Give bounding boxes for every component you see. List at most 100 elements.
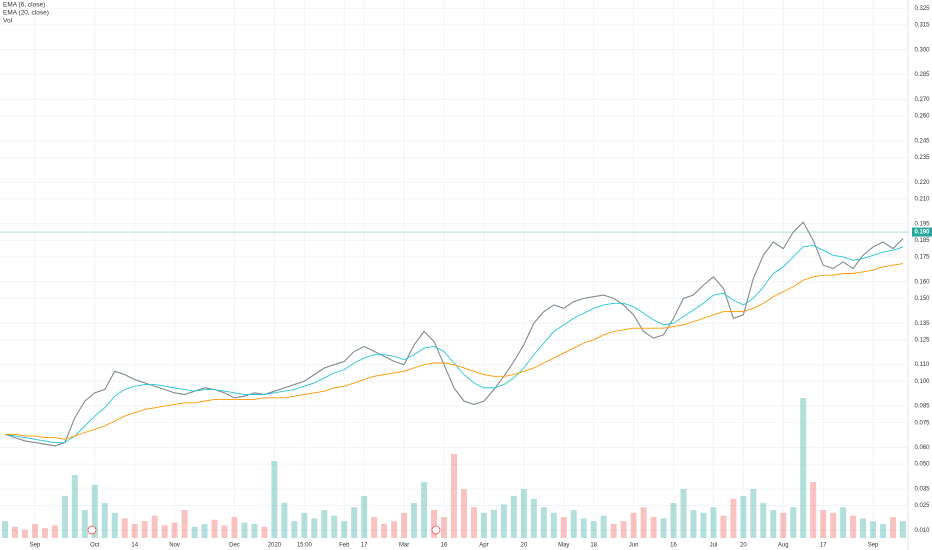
volume-bar bbox=[221, 525, 228, 538]
volume-bar bbox=[900, 521, 907, 538]
volume-bar bbox=[1, 521, 8, 538]
y-tick-label: 0.025 bbox=[914, 503, 930, 509]
x-tick-label: Sep bbox=[868, 543, 879, 549]
x-tick-label: Oct bbox=[90, 543, 100, 549]
y-tick-label: 0.270 bbox=[914, 97, 930, 103]
volume-bar bbox=[251, 524, 258, 538]
y-tick-label: 0.050 bbox=[914, 462, 930, 468]
volume-bar bbox=[870, 521, 877, 538]
volume-bar bbox=[431, 510, 438, 538]
volume-bar bbox=[451, 454, 457, 538]
y-tick-label: 0.325 bbox=[914, 6, 930, 12]
volume-bar bbox=[830, 512, 837, 538]
last-price-badge bbox=[912, 227, 932, 237]
volume-bar bbox=[261, 526, 268, 538]
volume-bar bbox=[650, 517, 657, 538]
volume-bar bbox=[460, 489, 467, 538]
volume-bar bbox=[231, 517, 238, 538]
volume-bar bbox=[850, 515, 857, 538]
volume-bar bbox=[700, 512, 707, 538]
volume-bar bbox=[241, 522, 248, 538]
event-marker[interactable] bbox=[431, 525, 441, 535]
volume-bar bbox=[351, 507, 358, 538]
volume-bar bbox=[441, 517, 448, 538]
x-tick-label: Apr bbox=[479, 543, 488, 549]
x-tick-label: Mar bbox=[399, 543, 409, 549]
volume-bar bbox=[61, 496, 68, 538]
volume-bar bbox=[141, 521, 148, 538]
y-tick-label: 0.150 bbox=[914, 296, 930, 302]
volume-bar bbox=[790, 507, 797, 538]
volume-bar bbox=[490, 510, 497, 538]
volume-bar bbox=[890, 517, 897, 538]
y-tick-label: 0.075 bbox=[914, 420, 930, 426]
x-tick-label: Nov bbox=[169, 543, 180, 549]
x-tick-label: 16 bbox=[441, 543, 448, 549]
x-tick-label: Jul bbox=[710, 543, 718, 549]
volume-bar bbox=[151, 515, 158, 538]
volume-bar bbox=[331, 515, 338, 538]
y-tick-label: 0.235 bbox=[914, 155, 930, 161]
volume-bar bbox=[660, 518, 667, 538]
volume-bar bbox=[31, 524, 38, 538]
volume-bar bbox=[81, 510, 88, 538]
volume-bar bbox=[880, 524, 887, 538]
volume-bar bbox=[271, 461, 278, 538]
y-tick-label: 0.285 bbox=[914, 72, 930, 78]
volume-bar bbox=[750, 489, 757, 538]
volume-bar bbox=[321, 510, 328, 538]
volume-bar bbox=[600, 515, 607, 538]
volume-bar bbox=[840, 507, 847, 538]
y-tick-label: 0.100 bbox=[914, 379, 930, 385]
volume-bar bbox=[391, 521, 398, 538]
volume-bar bbox=[510, 496, 517, 538]
volume-bar bbox=[101, 503, 108, 538]
x-tick-label: 20 bbox=[740, 543, 747, 549]
volume-bar bbox=[131, 524, 138, 538]
volume-bar bbox=[371, 517, 378, 538]
volume-bar bbox=[191, 526, 198, 538]
legend-entry: Vol bbox=[3, 18, 13, 25]
volume-bar bbox=[570, 510, 577, 538]
volume-bar bbox=[810, 482, 817, 538]
x-tick-label: 18 bbox=[590, 543, 597, 549]
volume-bar bbox=[421, 482, 428, 538]
volume-bar bbox=[71, 475, 78, 538]
volume-bar bbox=[41, 528, 48, 538]
y-tick-label: 0.300 bbox=[914, 47, 930, 53]
x-tick-label: 16 bbox=[670, 543, 677, 549]
volume-bar bbox=[21, 529, 28, 538]
volume-bar bbox=[550, 512, 557, 538]
volume-bar bbox=[540, 507, 547, 538]
y-tick-label: 0.220 bbox=[914, 180, 930, 186]
volume-bar bbox=[610, 524, 617, 538]
volume-bar bbox=[770, 510, 777, 538]
volume-bar bbox=[281, 503, 288, 538]
volume-bar bbox=[171, 522, 178, 538]
volume-bar bbox=[301, 512, 308, 538]
x-tick-label: Dec bbox=[229, 543, 240, 549]
volume-bar bbox=[11, 526, 18, 538]
volume-bar bbox=[740, 496, 747, 538]
volume-bar bbox=[121, 518, 128, 538]
volume-bar bbox=[720, 515, 727, 538]
y-tick-label: 0.135 bbox=[914, 321, 930, 327]
y-tick-label: 0.060 bbox=[914, 445, 930, 451]
x-tick-label: Jun bbox=[629, 543, 639, 549]
volume-bar bbox=[640, 507, 647, 538]
volume-bar bbox=[311, 518, 318, 538]
y-tick-label: 0.175 bbox=[914, 255, 930, 261]
event-marker[interactable] bbox=[87, 525, 97, 535]
y-tick-label: 0.125 bbox=[914, 337, 930, 343]
price-pane bbox=[4, 221, 904, 447]
x-tick-label: May bbox=[558, 543, 569, 549]
volume-bar bbox=[381, 524, 388, 538]
y-tick-label: 0.315 bbox=[914, 22, 930, 28]
volume-bar bbox=[780, 512, 787, 538]
volume-pane bbox=[1, 398, 907, 538]
volume-bar bbox=[341, 521, 348, 538]
x-tick-label: 2020 bbox=[268, 543, 282, 549]
volume-bar bbox=[480, 512, 487, 538]
volume-bar bbox=[760, 503, 767, 538]
